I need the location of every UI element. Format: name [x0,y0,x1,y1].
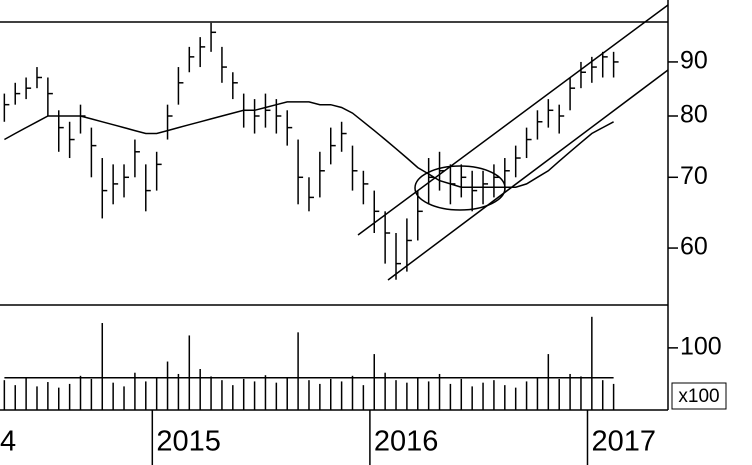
y-tick-label: 80 [680,101,708,129]
y-tick-label: 90 [680,47,708,75]
x-tick-label: 2017 [591,426,656,458]
y-tick-label: 60 [680,233,708,261]
y-tick-label: 70 [680,162,708,190]
unit-box [671,382,727,410]
x-tick-label: 2016 [374,426,439,458]
channel-lower [387,69,669,281]
x-tick-label: 4 [0,426,16,458]
x-tick-label: 2015 [156,426,221,458]
volume-unit: x100 [678,386,719,407]
channel-upper [357,4,669,236]
y-tick-label: 100 [680,332,722,360]
moving-average [4,101,614,188]
